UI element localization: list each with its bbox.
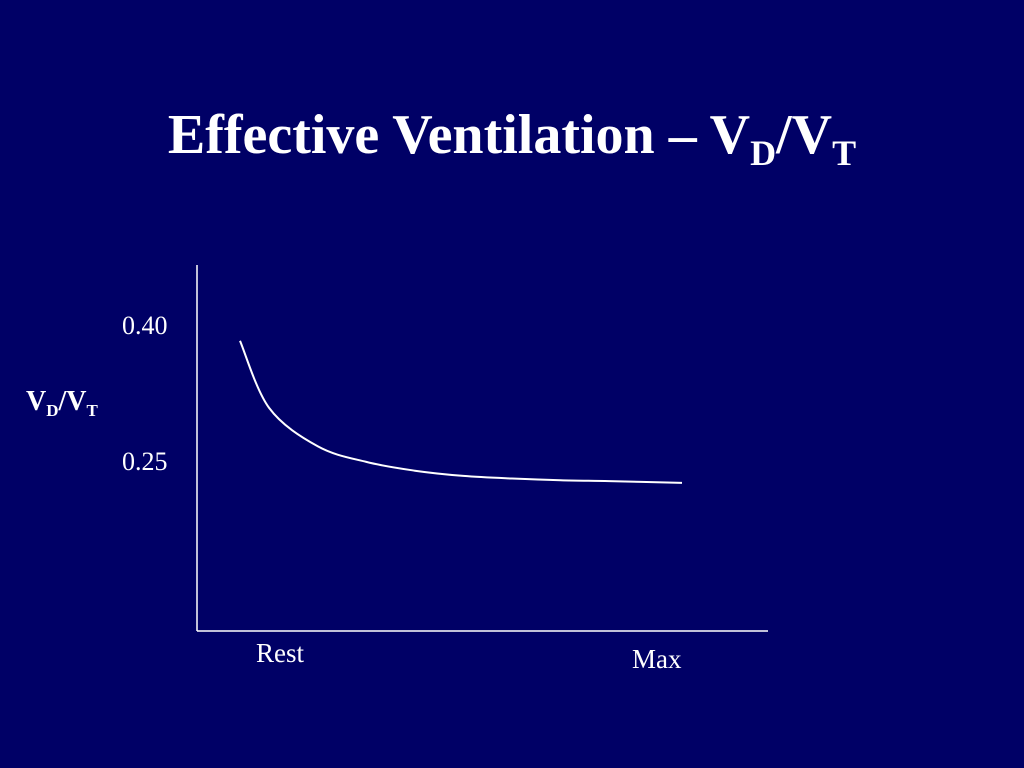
ylabel-sub-t: T [86,401,98,420]
x-tick-label-max: Max [632,644,682,674]
y-axis-label: VD/VT [26,386,98,420]
title-sub-d: D [750,133,777,173]
x-tick-label-rest: Rest [256,638,305,668]
ylabel-sub-d: D [46,401,59,420]
ylabel-sep: /V [58,386,87,417]
title-sub-t: T [832,133,857,173]
ylabel-main: V [26,386,47,417]
y-tick-label-040: 0.40 [122,311,168,340]
slide-title: Effective Ventilation – VD/VT [0,100,1024,173]
title-main: Effective Ventilation – V [167,104,751,166]
title-sep: /V [776,104,833,166]
y-tick-label-025: 0.25 [122,447,168,476]
series-line-0 [239,340,683,484]
